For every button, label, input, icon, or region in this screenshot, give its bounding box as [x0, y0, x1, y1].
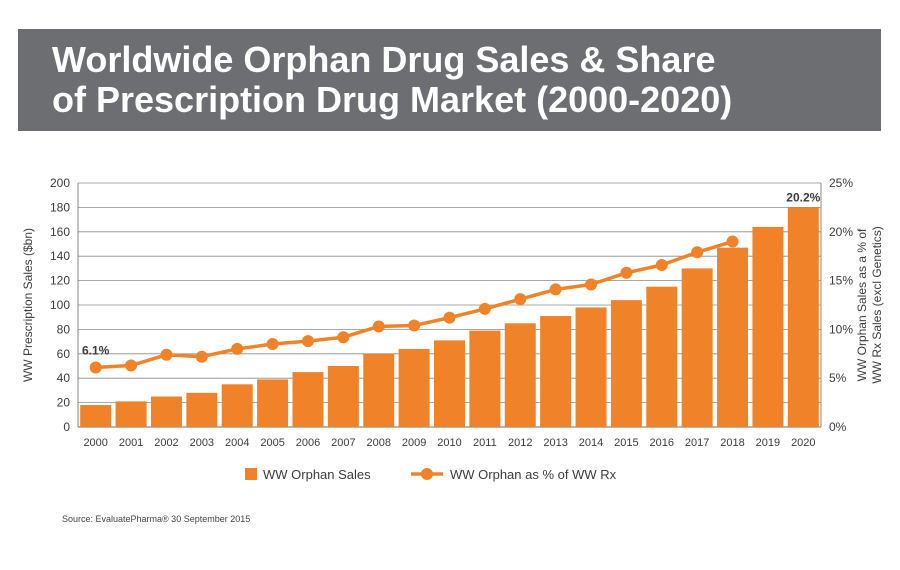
bar-2012: [504, 323, 536, 427]
share-point-2003: [195, 350, 208, 363]
x-tick-label: 2018: [720, 437, 744, 449]
y-left-tick-label: 140: [50, 249, 70, 263]
bar-2008: [363, 353, 395, 427]
share-point-2017: [691, 246, 704, 259]
x-tick-label: 2009: [402, 437, 426, 449]
y-left-tick-label: 80: [57, 322, 71, 336]
y-left-tick-label: 60: [57, 347, 71, 361]
share-point-2015: [620, 266, 633, 279]
bar-2002: [150, 396, 182, 427]
share-point-2016: [655, 258, 668, 271]
bar-2007: [327, 366, 359, 427]
bar-2006: [292, 372, 324, 427]
x-tick-label: 2008: [366, 437, 390, 449]
bar-2003: [186, 392, 218, 427]
x-tick-label: 2010: [437, 437, 461, 449]
x-tick-label: 2011: [473, 437, 497, 449]
share-point-2008: [372, 320, 385, 333]
share-point-2013: [549, 283, 562, 296]
bar-2018: [717, 247, 749, 427]
x-tick-label: 2004: [225, 437, 249, 449]
share-point-2007: [337, 331, 350, 344]
share-point-2005: [266, 338, 279, 351]
y-left-tick-label: 40: [57, 371, 71, 385]
share-point-2010: [443, 311, 456, 324]
chart-title-line-1: Worldwide Orphan Drug Sales & Share: [52, 39, 716, 80]
legend-line-label: WW Orphan as % of WW Rx: [450, 467, 617, 482]
x-tick-label: 2016: [650, 437, 674, 449]
chart-title-line-2: of Prescription Drug Market (2000-2020): [52, 79, 733, 120]
bar-2011: [469, 330, 501, 427]
share-point-2002: [160, 348, 173, 361]
share-point-2009: [408, 319, 421, 332]
y-left-tick-label: 180: [50, 200, 70, 214]
annotation-end: 20.2%: [786, 190, 820, 204]
bar-2004: [221, 384, 253, 427]
x-tick-label: 2007: [331, 437, 355, 449]
y-left-tick-label: 160: [50, 225, 70, 239]
bar-2017: [681, 268, 713, 427]
y-right-tick-label: 0%: [829, 420, 847, 434]
x-tick-label: 2014: [579, 437, 603, 449]
x-tick-label: 2019: [756, 437, 780, 449]
bar-2005: [257, 379, 289, 427]
x-tick-label: 2002: [154, 437, 178, 449]
bar-2009: [398, 348, 430, 427]
share-point-2000: [89, 361, 102, 374]
share-point-2001: [125, 359, 138, 372]
title-banner: Worldwide Orphan Drug Sales & Share of P…: [18, 29, 881, 131]
bar-2000: [80, 405, 112, 427]
legend-line-marker: [421, 468, 433, 480]
x-tick-label: 2017: [685, 437, 709, 449]
y-left-tick-label: 0: [63, 420, 70, 434]
bar-2010: [434, 340, 465, 427]
y-right-tick-label: 10%: [829, 322, 853, 336]
share-point-2004: [231, 342, 244, 355]
legend-bar-label: WW Orphan Sales: [263, 467, 371, 482]
bar-2015: [610, 300, 642, 427]
y-right-tick-label: 20%: [829, 225, 853, 239]
x-tick-label: 2005: [260, 437, 284, 449]
share-point-2014: [585, 278, 598, 291]
x-tick-label: 2003: [190, 437, 214, 449]
y-right-axis-label-line-2: WW Rx Sales (excl Genetics): [870, 226, 884, 383]
share-point-2006: [301, 335, 314, 348]
y-left-tick-label: 20: [57, 396, 71, 410]
source-note: Source: EvaluatePharma® 30 September 201…: [62, 514, 251, 524]
x-tick-label: 2013: [543, 437, 567, 449]
share-point-2012: [514, 293, 527, 306]
bar-2016: [646, 286, 678, 427]
x-tick-label: 2000: [83, 437, 107, 449]
y-left-axis-label: WW Prescription Sales ($bn): [21, 228, 35, 382]
x-tick-label: 2006: [296, 437, 320, 449]
y-right-tick-label: 5%: [829, 371, 847, 385]
y-right-tick-label: 25%: [829, 176, 853, 190]
share-point-2018: [726, 235, 739, 248]
bar-2013: [540, 315, 572, 427]
y-left-tick-label: 120: [50, 274, 70, 288]
x-tick-label: 2020: [791, 437, 815, 449]
y-right-tick-label: 15%: [829, 274, 853, 288]
y-left-tick-label: 200: [50, 176, 70, 190]
share-point-2011: [478, 302, 491, 315]
bar-2001: [115, 401, 147, 427]
legend-bar-swatch: [245, 468, 257, 480]
annotation-start: 6.1%: [82, 343, 110, 357]
y-left-tick-label: 100: [50, 298, 70, 312]
bar-2020: [787, 207, 819, 427]
bar-2014: [575, 307, 607, 427]
x-tick-label: 2015: [614, 437, 638, 449]
x-tick-label: 2001: [119, 437, 143, 449]
x-tick-label: 2012: [508, 437, 532, 449]
bar-2019: [752, 226, 784, 427]
y-right-axis-label-line-1: WW Orphan Sales as a % of: [855, 228, 869, 381]
